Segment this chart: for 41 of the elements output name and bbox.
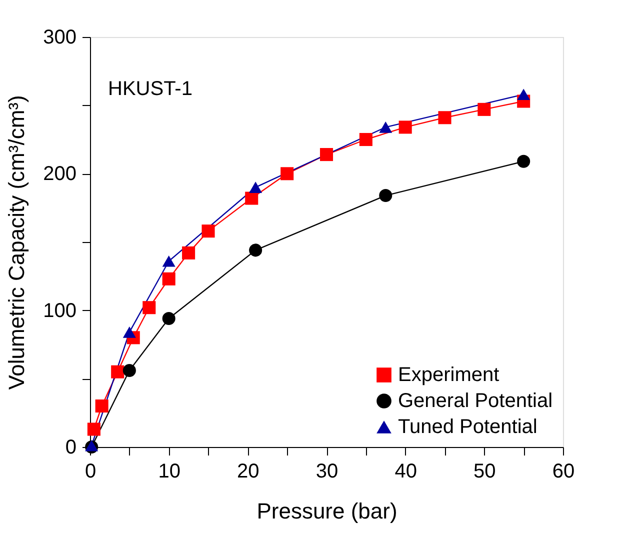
point <box>517 88 530 100</box>
legend-label: General Potential <box>398 390 553 412</box>
x-axis-title: Pressure (bar) <box>256 498 398 524</box>
x-tick-label: 60 <box>552 460 575 482</box>
point <box>202 224 215 238</box>
legend-label: Tuned Potential <box>398 416 538 438</box>
point <box>122 326 136 338</box>
point <box>87 422 100 436</box>
x-tick-label: 50 <box>474 460 496 482</box>
point <box>95 399 108 413</box>
y-tick-label: 300 <box>43 26 76 48</box>
y-tick-label: 0 <box>65 436 76 458</box>
point <box>517 154 530 168</box>
point <box>245 192 258 205</box>
y-tick-label: 200 <box>43 163 76 186</box>
point <box>162 312 176 326</box>
x-tick-label: 40 <box>394 460 417 482</box>
point <box>249 244 262 257</box>
x-tick-label: 0 <box>84 460 96 482</box>
point <box>249 182 262 193</box>
point <box>438 111 452 124</box>
point <box>359 132 372 146</box>
y-tick-label: 100 <box>43 300 76 322</box>
x-tick-label: 10 <box>158 460 180 482</box>
x-tick-label: 20 <box>237 460 260 482</box>
x-tick-label: 30 <box>316 460 338 482</box>
legend-label: Experiment <box>398 364 500 386</box>
point <box>162 272 176 286</box>
point <box>182 246 196 260</box>
y-axis-title: Volumetric Capacity (cm³/cm³) <box>4 95 30 390</box>
point <box>280 167 294 180</box>
annotation: HKUST-1 <box>108 78 192 100</box>
point <box>142 301 156 314</box>
point <box>162 255 176 267</box>
point <box>398 120 412 134</box>
point <box>478 102 491 116</box>
point <box>111 365 124 378</box>
point <box>320 148 334 162</box>
point <box>379 122 392 133</box>
point <box>122 364 136 377</box>
point <box>379 189 392 202</box>
